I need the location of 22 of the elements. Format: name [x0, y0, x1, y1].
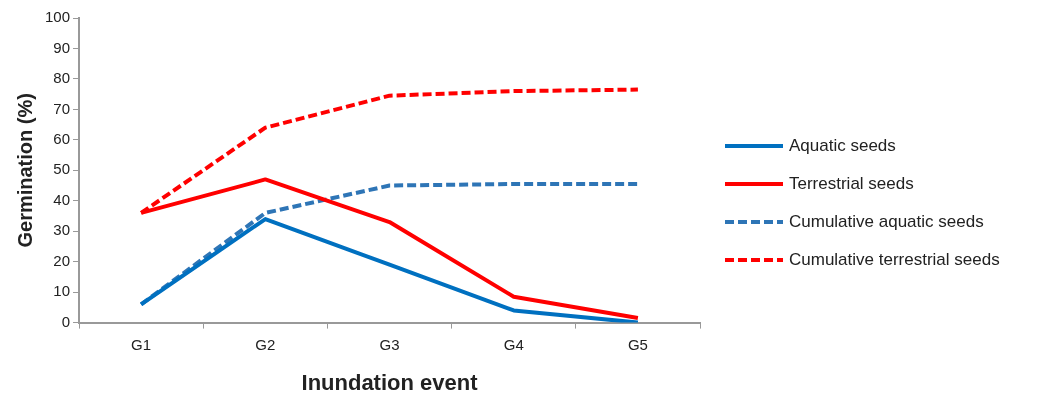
y-tick-label: 0	[61, 312, 71, 330]
x-tick-label: G5	[627, 335, 648, 353]
y-tick-label: 10	[53, 282, 71, 300]
legend-label: Aquatic seeds	[789, 135, 896, 156]
y-tick-label: 100	[45, 8, 71, 26]
y-tick-label: 60	[53, 129, 71, 147]
y-tick-label: 80	[53, 69, 71, 87]
x-tick-label: G4	[503, 335, 524, 353]
legend-label: Terrestrial seeds	[789, 173, 914, 194]
y-tick-label: 40	[53, 190, 71, 208]
y-tick-label: 70	[53, 99, 71, 117]
x-axis-title: Inundation event	[301, 369, 479, 395]
y-tick-label: 50	[53, 160, 71, 178]
x-tick-label: G1	[131, 335, 152, 353]
legend-label: Cumulative aquatic seeds	[789, 211, 984, 232]
x-tick-label: G2	[255, 335, 276, 353]
legend-label: Cumulative terrestrial seeds	[789, 249, 1000, 270]
y-tick-label: 20	[53, 251, 71, 269]
y-tick-label: 30	[53, 221, 71, 239]
y-axis-title: Germination (%)	[13, 93, 36, 248]
x-tick-label: G3	[379, 335, 400, 353]
y-tick-label: 90	[53, 38, 71, 56]
